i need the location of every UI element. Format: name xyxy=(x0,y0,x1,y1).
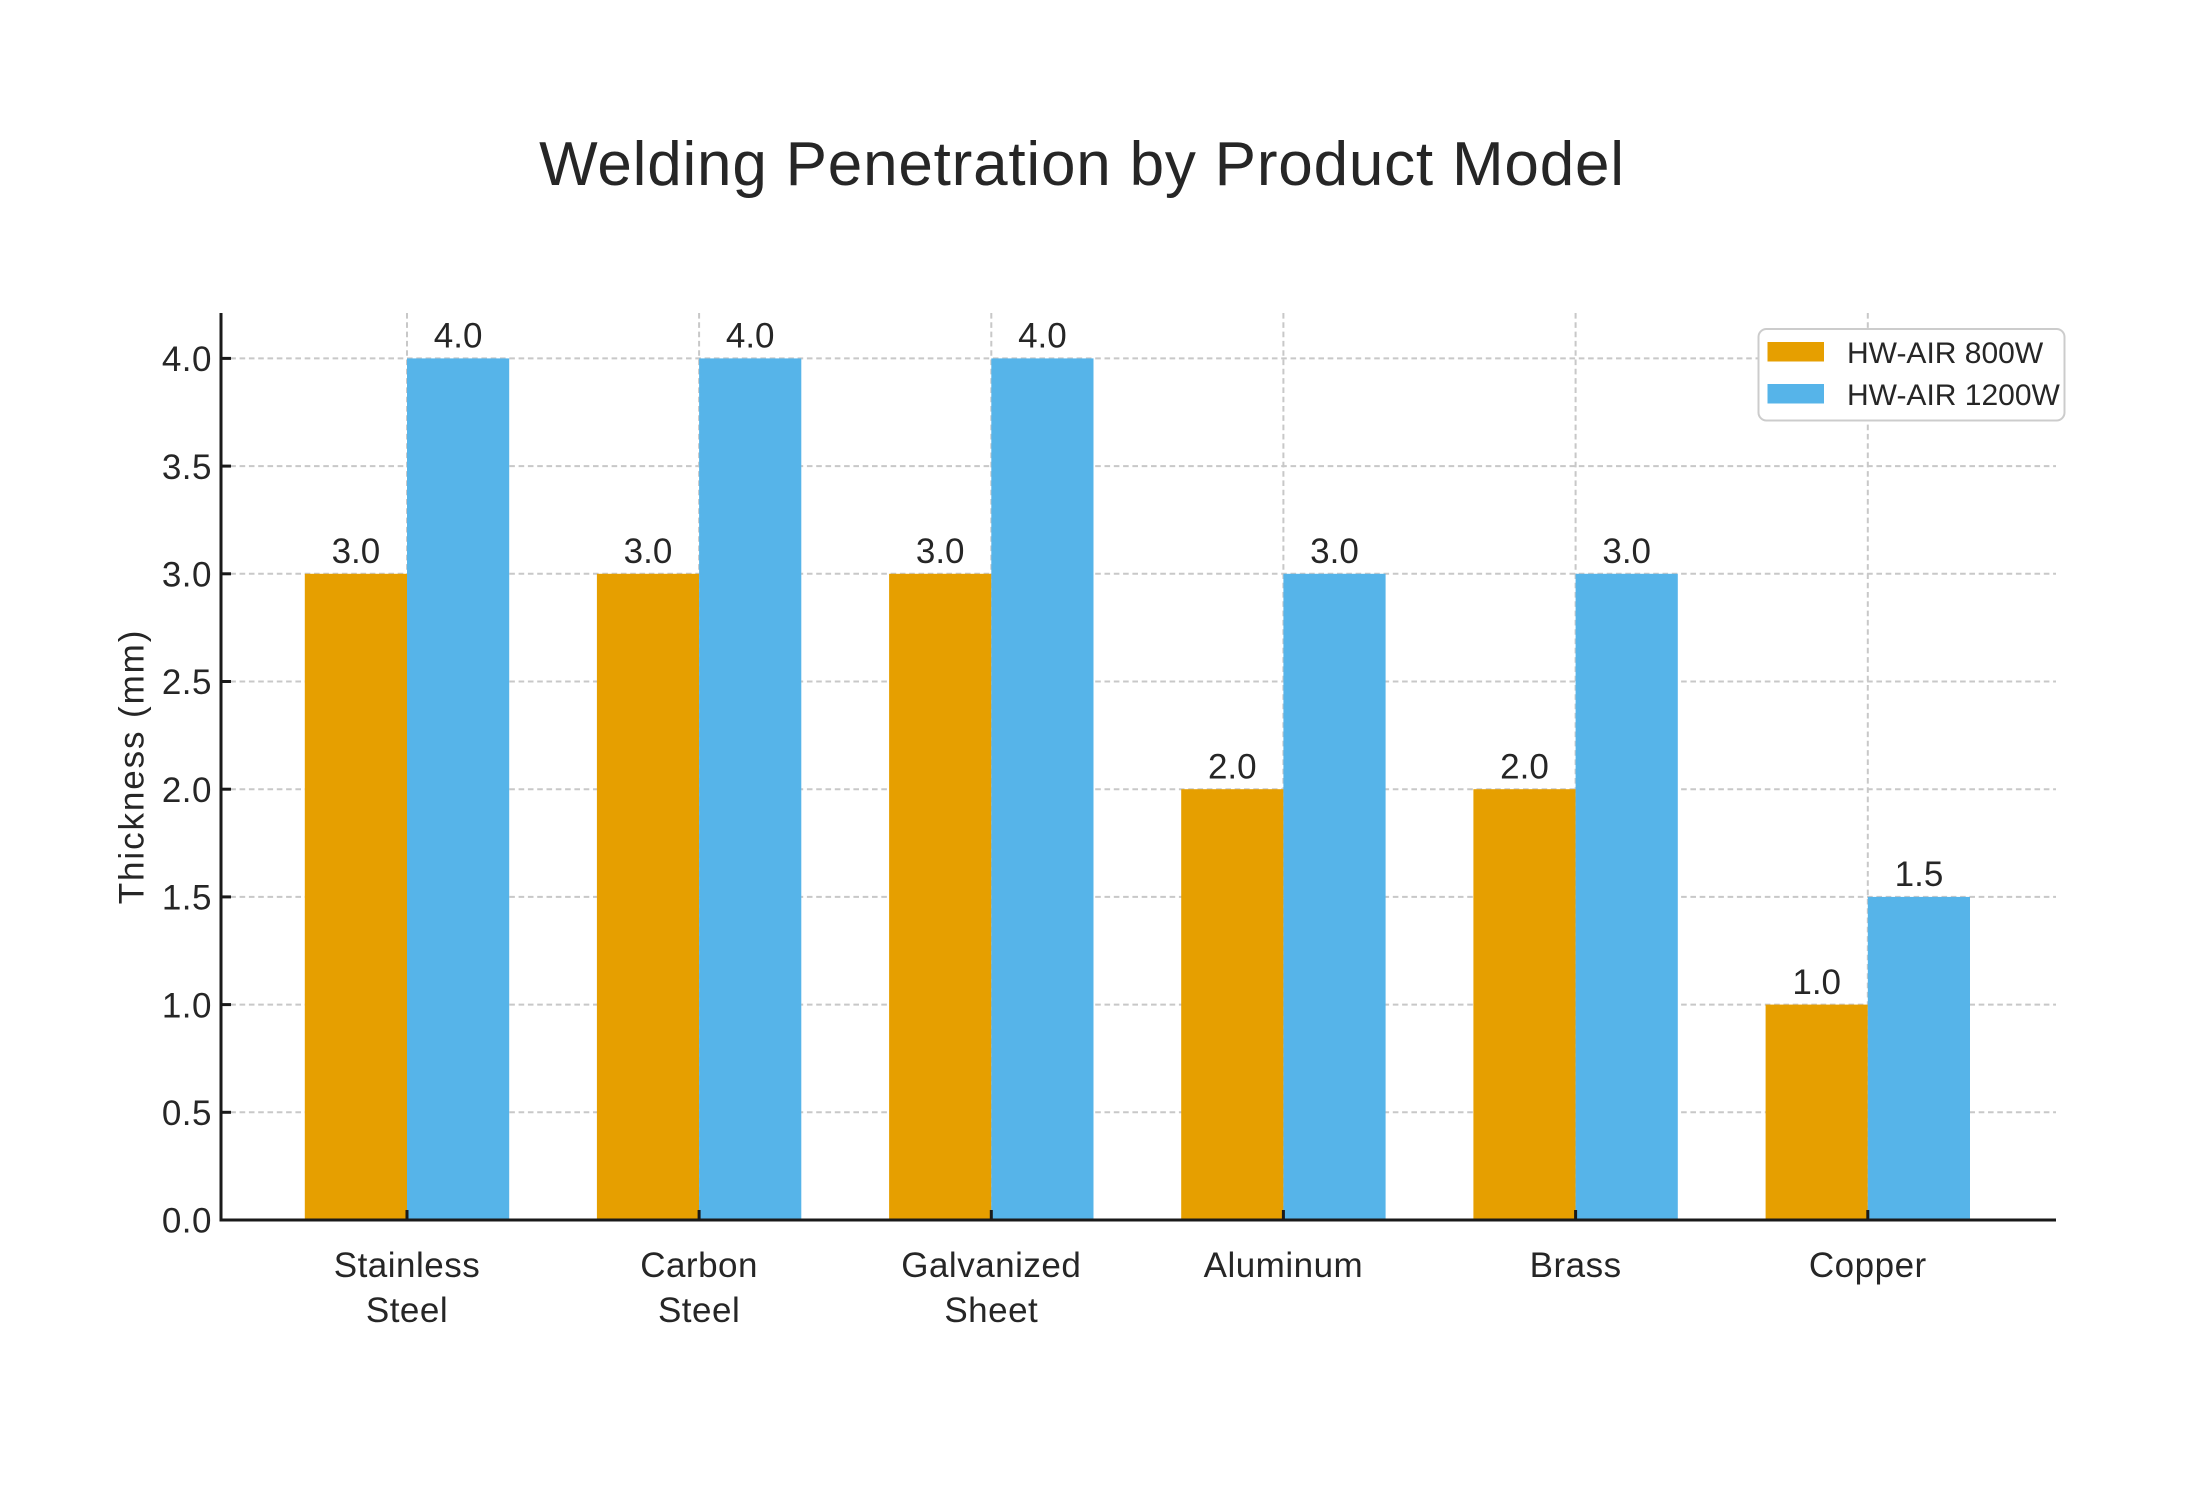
svg-text:1.0: 1.0 xyxy=(162,986,212,1025)
svg-text:HW-AIR 800W: HW-AIR 800W xyxy=(1847,337,2044,370)
svg-text:4.0: 4.0 xyxy=(162,340,212,379)
svg-text:Brass: Brass xyxy=(1530,1246,1622,1285)
svg-text:3.0: 3.0 xyxy=(332,532,381,571)
svg-text:0.5: 0.5 xyxy=(162,1094,212,1133)
svg-text:HW-AIR 1200W: HW-AIR 1200W xyxy=(1847,379,2061,412)
svg-text:4.0: 4.0 xyxy=(726,317,775,356)
svg-text:Thickness (mm): Thickness (mm) xyxy=(113,629,152,905)
svg-text:Carbon: Carbon xyxy=(640,1246,758,1285)
svg-text:2.5: 2.5 xyxy=(162,663,212,702)
svg-text:4.0: 4.0 xyxy=(1018,317,1067,356)
svg-text:4.0: 4.0 xyxy=(434,317,483,356)
svg-text:Galvanized: Galvanized xyxy=(901,1246,1081,1285)
svg-text:Copper: Copper xyxy=(1809,1246,1927,1285)
svg-text:0.0: 0.0 xyxy=(162,1202,212,1241)
svg-text:3.0: 3.0 xyxy=(916,532,965,571)
svg-text:3.0: 3.0 xyxy=(624,532,673,571)
svg-text:2.0: 2.0 xyxy=(1500,747,1549,786)
svg-text:3.0: 3.0 xyxy=(1602,532,1651,571)
svg-text:3.5: 3.5 xyxy=(162,448,212,487)
svg-text:3.0: 3.0 xyxy=(1310,532,1359,571)
svg-text:Sheet: Sheet xyxy=(944,1291,1038,1330)
svg-text:1.5: 1.5 xyxy=(1895,855,1944,894)
svg-text:Aluminum: Aluminum xyxy=(1204,1246,1364,1285)
svg-text:Stainless: Stainless xyxy=(334,1246,481,1285)
svg-text:2.0: 2.0 xyxy=(162,771,212,810)
svg-text:Welding Penetration by Product: Welding Penetration by Product Model xyxy=(539,130,1625,199)
svg-text:2.0: 2.0 xyxy=(1208,747,1257,786)
svg-text:Steel: Steel xyxy=(366,1291,448,1330)
svg-text:1.0: 1.0 xyxy=(1792,963,1841,1002)
svg-text:1.5: 1.5 xyxy=(162,879,212,918)
svg-text:Steel: Steel xyxy=(658,1291,740,1330)
svg-text:3.0: 3.0 xyxy=(162,556,212,595)
